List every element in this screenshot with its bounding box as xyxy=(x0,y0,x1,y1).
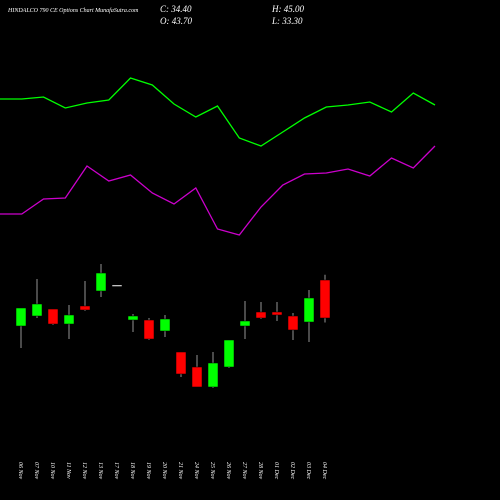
x-tick-label: 04 Dec xyxy=(321,462,328,479)
x-tick-label: 19 Nov xyxy=(145,462,151,480)
candle-body xyxy=(79,305,91,311)
x-tick-label: 28 Nov xyxy=(257,462,263,480)
x-tick-label: 17 Nov xyxy=(113,462,119,480)
x-tick-label: 11 Nov xyxy=(65,462,71,479)
candle-body xyxy=(95,272,107,292)
stat-close: C: 34.40 xyxy=(160,4,192,14)
x-tick-label: 18 Nov xyxy=(129,462,135,480)
x-tick-label: 24 Nov xyxy=(193,462,200,480)
x-tick-label: 01 Dec xyxy=(273,462,279,479)
candle-body xyxy=(127,315,139,321)
candle-body xyxy=(191,366,203,388)
candle-body xyxy=(111,284,123,287)
x-tick-label: 21 Nov xyxy=(177,462,183,480)
x-tick-label: 06 Nov xyxy=(17,462,23,480)
candle-body xyxy=(47,308,59,325)
stat-open: O: 43.70 xyxy=(160,16,192,26)
indicator-line xyxy=(0,145,436,236)
x-tick-label: 20 Nov xyxy=(161,462,167,480)
stat-low: L: 33.30 xyxy=(271,16,303,26)
candle-body xyxy=(31,303,43,317)
candle-body xyxy=(15,307,27,327)
candle-body xyxy=(143,319,155,340)
x-tick-label: 10 Nov xyxy=(49,462,55,480)
x-tick-label: 13 Nov xyxy=(97,462,103,480)
chart-title: HINDALCO 790 CE Options Chart MunafaSutr… xyxy=(7,7,139,14)
candle-body xyxy=(239,320,251,327)
candle-body xyxy=(223,339,235,368)
candle-body xyxy=(63,314,75,325)
x-tick-label: 27 Nov xyxy=(241,462,247,480)
candle-body xyxy=(271,311,283,316)
x-tick-label: 25 Nov xyxy=(209,462,215,480)
x-tick-label: 02 Dec xyxy=(289,462,295,479)
candle-body xyxy=(303,297,315,323)
candle-body xyxy=(207,362,219,388)
x-tick-label: 12 Nov xyxy=(81,462,87,480)
indicator-line xyxy=(0,77,436,147)
candle-body xyxy=(175,351,187,375)
x-tick-label: 26 Nov xyxy=(225,462,231,480)
candle-body xyxy=(255,311,267,319)
candle-body xyxy=(319,279,331,319)
x-tick-label: 03 Dec xyxy=(305,462,311,479)
stat-high: H: 45.00 xyxy=(271,4,304,14)
x-tick-label: 07 Nov xyxy=(33,462,39,480)
candle-body xyxy=(159,318,171,332)
candle-body xyxy=(287,315,299,331)
